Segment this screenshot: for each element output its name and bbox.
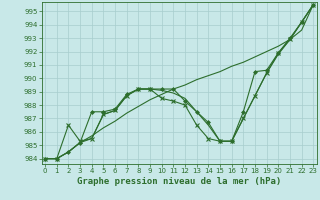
X-axis label: Graphe pression niveau de la mer (hPa): Graphe pression niveau de la mer (hPa) [77,177,281,186]
